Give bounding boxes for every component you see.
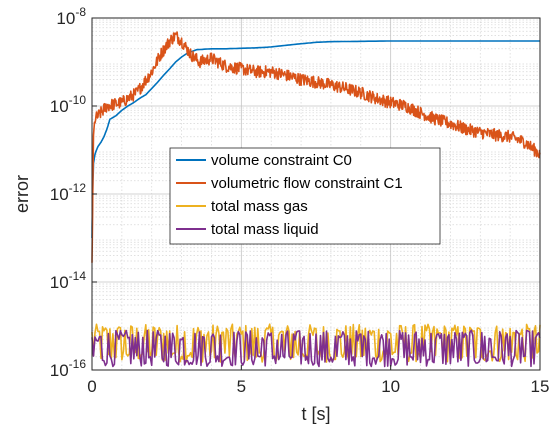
series-layer bbox=[91, 31, 541, 368]
legend: volume constraint C0 volumetric flow cons… bbox=[169, 147, 441, 245]
y-tick-label: 10-8 bbox=[56, 5, 86, 28]
series-line-4 bbox=[91, 329, 541, 368]
x-tick-label: 0 bbox=[87, 377, 96, 396]
x-tick-label: 5 bbox=[237, 377, 246, 396]
y-axis-label: error bbox=[12, 175, 32, 213]
x-axis-label: t [s] bbox=[301, 404, 330, 424]
x-tick-label: 10 bbox=[381, 377, 400, 396]
series-line-3 bbox=[91, 323, 541, 363]
ticks: 0 5 10 15 10-16 10-14 10-12 10-10 10-8 bbox=[50, 5, 550, 396]
series-line-2 bbox=[91, 31, 541, 263]
x-tick-label: 15 bbox=[531, 377, 550, 396]
legend-label: volumetric flow constraint C1 bbox=[211, 175, 403, 192]
y-tick-label: 10-12 bbox=[50, 181, 87, 204]
series-line-1 bbox=[91, 40, 540, 239]
legend-label: total mass gas bbox=[211, 198, 308, 215]
y-tick-label: 10-14 bbox=[50, 269, 87, 292]
y-tick-label: 10-10 bbox=[50, 93, 87, 116]
y-tick-label: 10-16 bbox=[50, 357, 87, 380]
legend-label: volume constraint C0 bbox=[211, 152, 352, 169]
legend-box bbox=[169, 147, 441, 245]
legend-label: total mass liquid bbox=[211, 221, 319, 238]
